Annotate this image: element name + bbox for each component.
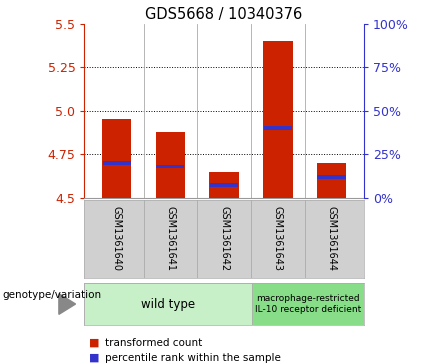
Text: GSM1361644: GSM1361644: [326, 206, 336, 271]
Bar: [210, 183, 238, 187]
Text: ■: ■: [89, 338, 99, 348]
Text: GSM1361642: GSM1361642: [219, 206, 229, 271]
Title: GDS5668 / 10340376: GDS5668 / 10340376: [145, 7, 303, 23]
Bar: [317, 175, 346, 179]
Bar: [102, 119, 132, 198]
Polygon shape: [59, 294, 76, 314]
Bar: [264, 126, 292, 130]
Text: macrophage-restricted
IL-10 receptor deficient: macrophage-restricted IL-10 receptor def…: [255, 294, 361, 314]
Text: ■: ■: [89, 352, 99, 363]
Text: GSM1361640: GSM1361640: [112, 206, 122, 271]
Bar: [155, 132, 185, 198]
Bar: [252, 283, 364, 325]
Text: transformed count: transformed count: [105, 338, 203, 348]
Bar: [103, 161, 131, 165]
Bar: [156, 164, 184, 168]
Bar: [209, 172, 239, 198]
Bar: [84, 283, 252, 325]
Text: genotype/variation: genotype/variation: [2, 290, 101, 300]
Text: GSM1361641: GSM1361641: [165, 206, 175, 271]
Text: GSM1361643: GSM1361643: [273, 206, 283, 271]
Text: wild type: wild type: [141, 298, 195, 310]
Bar: [317, 163, 346, 198]
Bar: [263, 41, 293, 198]
Text: percentile rank within the sample: percentile rank within the sample: [105, 352, 281, 363]
